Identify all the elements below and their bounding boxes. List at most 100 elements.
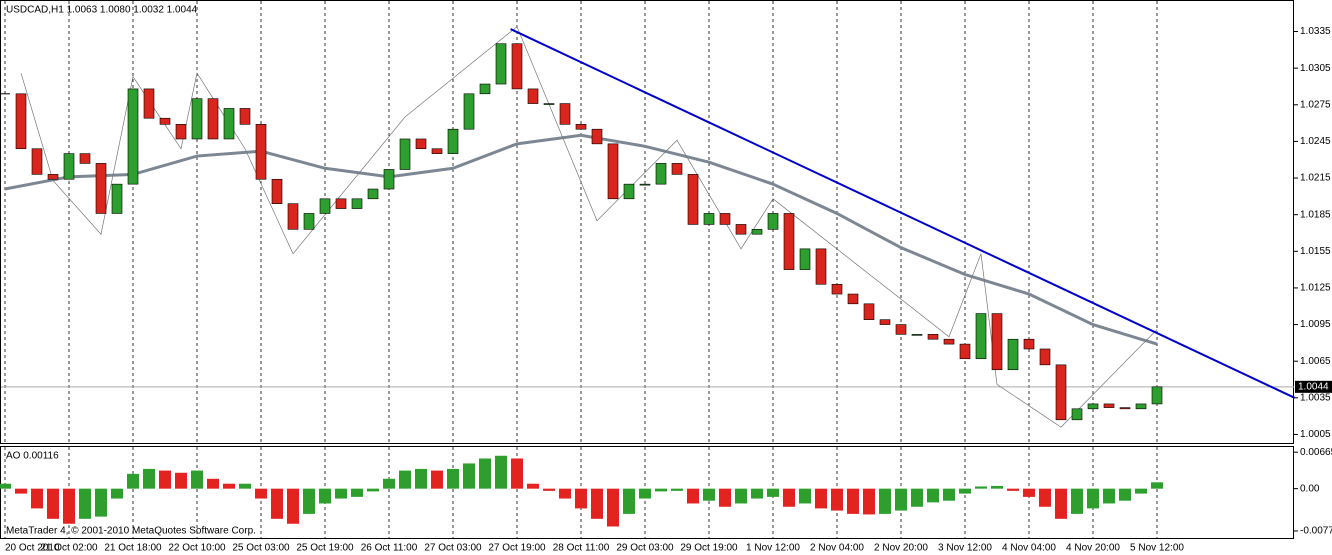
candle bbox=[79, 153, 91, 164]
ao-bar bbox=[31, 488, 43, 509]
candle bbox=[31, 148, 43, 175]
ao-bar bbox=[127, 473, 139, 489]
ao-bar bbox=[815, 488, 827, 509]
y-tick-label: 1.0065 bbox=[1300, 356, 1331, 367]
x-tick-label: 4 Nov 20:00 bbox=[1066, 543, 1120, 554]
ao-bar bbox=[367, 488, 379, 492]
candle bbox=[575, 124, 587, 130]
x-tick-label: 29 Oct 03:00 bbox=[616, 543, 674, 554]
candle bbox=[223, 108, 235, 140]
candle bbox=[255, 124, 267, 180]
ao-bar bbox=[511, 458, 523, 489]
candle bbox=[383, 169, 395, 190]
candle bbox=[415, 138, 427, 150]
ao-bar bbox=[895, 488, 907, 511]
ao-bar bbox=[95, 488, 107, 517]
ao-bar bbox=[847, 488, 859, 514]
candle bbox=[431, 148, 443, 154]
ao-bar bbox=[975, 486, 987, 489]
candle bbox=[495, 43, 507, 85]
ao-bar bbox=[271, 488, 283, 519]
ao-bar bbox=[959, 488, 971, 494]
candle bbox=[559, 103, 571, 125]
ao-bar bbox=[255, 488, 267, 499]
candle bbox=[111, 183, 123, 214]
y-tick-label: 1.0335 bbox=[1300, 26, 1331, 37]
y-tick-label: 1.0185 bbox=[1300, 209, 1331, 220]
y-tick-label: 0.00665 bbox=[1300, 447, 1332, 458]
ao-bar bbox=[47, 488, 59, 519]
moving-average bbox=[4, 133, 1158, 346]
candle bbox=[239, 108, 251, 125]
candle bbox=[543, 103, 555, 105]
ao-bar bbox=[687, 488, 699, 504]
candle bbox=[95, 163, 107, 214]
candle bbox=[687, 174, 699, 225]
candle bbox=[1103, 403, 1115, 408]
y-tick-label: 1.0155 bbox=[1300, 246, 1331, 257]
candle bbox=[175, 124, 187, 140]
ao-bar bbox=[79, 488, 91, 519]
ao-title: AO 0.00116 bbox=[6, 451, 59, 462]
candle bbox=[63, 153, 75, 180]
ao-bar bbox=[991, 485, 1003, 489]
candle bbox=[815, 248, 827, 285]
ao-bar bbox=[927, 488, 939, 503]
x-tick-label: 25 Oct 19:00 bbox=[296, 543, 354, 554]
candle bbox=[303, 213, 315, 230]
candle bbox=[671, 163, 683, 175]
candle bbox=[751, 229, 763, 235]
ao-bar bbox=[1151, 482, 1163, 489]
x-tick-label: 26 Oct 11:00 bbox=[361, 543, 418, 554]
ao-bar bbox=[495, 455, 507, 489]
candle bbox=[367, 188, 379, 200]
candle bbox=[655, 163, 667, 185]
current-price-label: 1.0044 bbox=[1298, 381, 1329, 392]
ao-bar bbox=[767, 488, 779, 497]
candle bbox=[895, 324, 907, 335]
candle bbox=[511, 43, 523, 90]
x-tick-label: 21 Oct 18:00 bbox=[104, 543, 162, 554]
ao-bar bbox=[319, 488, 331, 504]
candle bbox=[863, 303, 875, 320]
ao-bar bbox=[831, 488, 843, 511]
candle bbox=[975, 313, 987, 360]
ao-bar bbox=[607, 488, 619, 527]
y-tick-label: 1.0215 bbox=[1300, 173, 1331, 184]
ao-bar bbox=[1007, 488, 1019, 491]
ao-bar bbox=[911, 488, 923, 507]
y-tick-label: -0.00771 bbox=[1300, 526, 1332, 537]
ao-bar bbox=[655, 488, 667, 492]
ao-bar bbox=[1119, 488, 1131, 501]
ao-bar bbox=[1135, 488, 1147, 494]
ao-bar bbox=[383, 478, 395, 489]
candle bbox=[1119, 407, 1131, 410]
candle bbox=[639, 183, 651, 186]
ao-bar bbox=[15, 488, 27, 494]
candle bbox=[591, 128, 603, 145]
zigzag-line bbox=[20, 26, 1158, 428]
candle bbox=[271, 178, 283, 204]
x-tick-label: 20 Oct 2010 bbox=[5, 543, 60, 554]
ao-bar bbox=[527, 483, 539, 489]
x-tick-label: 2 Nov 04:00 bbox=[810, 543, 864, 554]
trend-line bbox=[510, 28, 1296, 399]
ao-bar bbox=[223, 483, 235, 489]
candle bbox=[735, 224, 747, 235]
x-tick-label: 25 Oct 03:00 bbox=[232, 543, 290, 554]
y-tick-label: 0.00 bbox=[1300, 483, 1320, 494]
ao-bar bbox=[863, 488, 875, 515]
ao-bar bbox=[399, 470, 411, 489]
ao-bar bbox=[671, 488, 683, 491]
candle bbox=[351, 198, 363, 209]
candle bbox=[191, 98, 203, 140]
ao-bar bbox=[159, 470, 171, 489]
candle bbox=[767, 213, 779, 230]
candle bbox=[143, 88, 155, 119]
candle bbox=[847, 293, 859, 305]
ao-bar bbox=[63, 488, 75, 524]
y-tick-label: 1.0305 bbox=[1300, 63, 1331, 74]
ao-bar bbox=[559, 488, 571, 499]
ao-bar bbox=[623, 488, 635, 514]
candle bbox=[943, 338, 955, 345]
